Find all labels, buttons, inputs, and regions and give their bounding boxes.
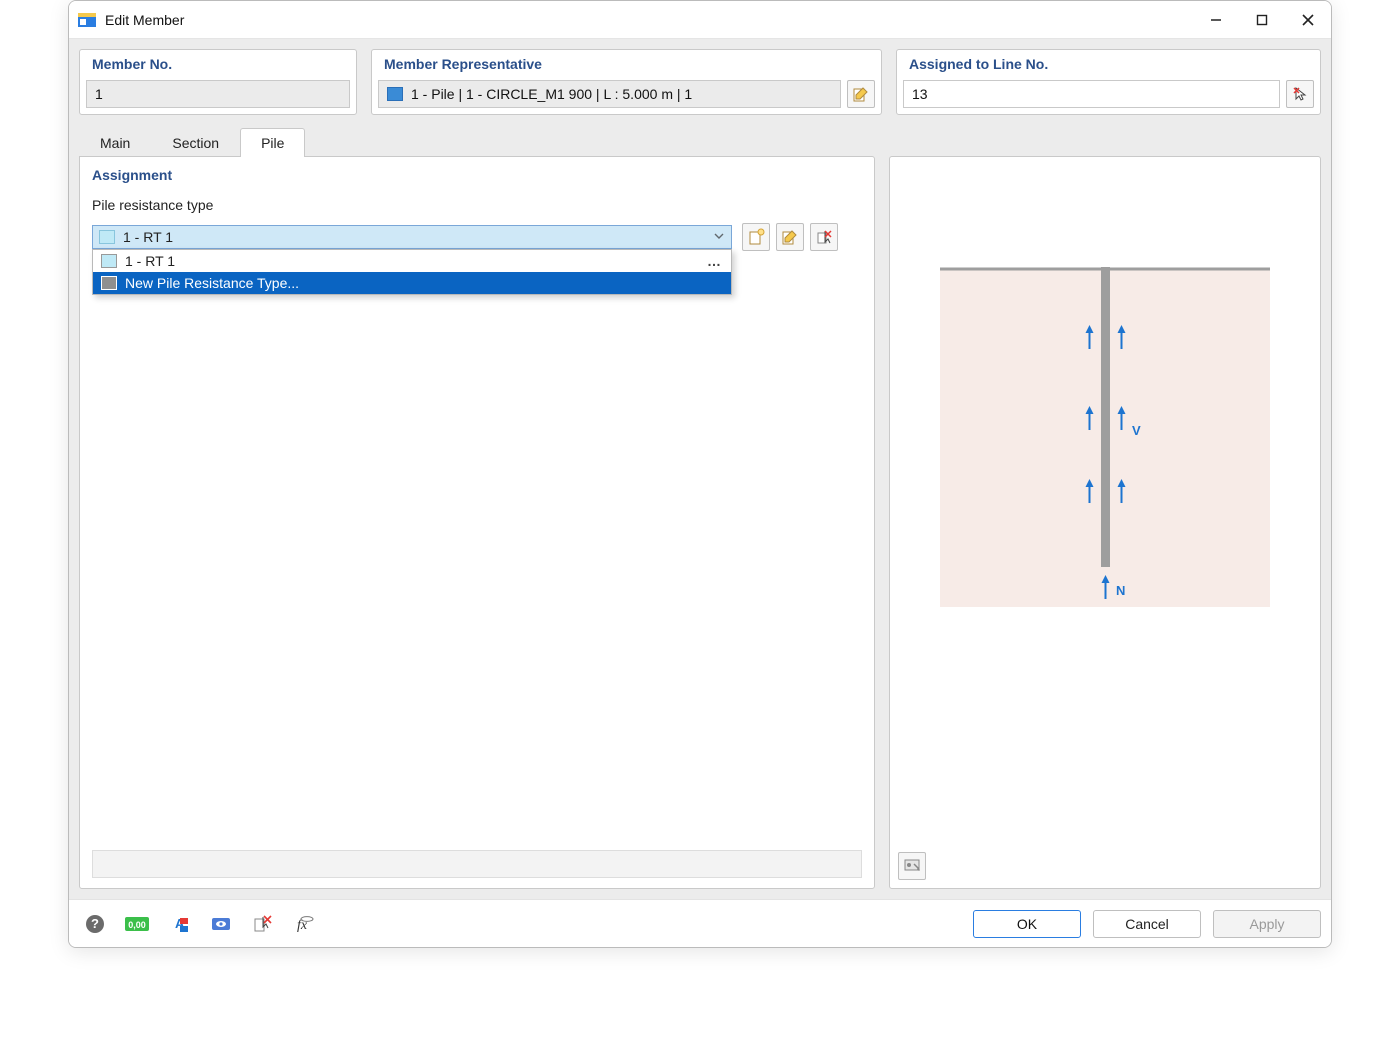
edit-representative-button[interactable]: [847, 80, 875, 108]
new-resistance-type-button[interactable]: [742, 223, 770, 251]
assignment-pane: Assignment Pile resistance type 1 - RT 1…: [79, 156, 875, 889]
pile-resistance-combo[interactable]: 1 - RT 1: [92, 225, 732, 249]
edit-resistance-type-button[interactable]: [776, 223, 804, 251]
delete-pick-icon: [815, 228, 833, 246]
cancel-label: Cancel: [1125, 916, 1169, 932]
tab-pile[interactable]: Pile: [240, 128, 305, 157]
minimize-button[interactable]: [1193, 1, 1239, 39]
pick-line-button[interactable]: [1286, 80, 1314, 108]
edit-icon: [781, 228, 799, 246]
cancel-button[interactable]: Cancel: [1093, 910, 1201, 938]
maximize-button[interactable]: [1239, 1, 1285, 39]
view-button[interactable]: [205, 910, 237, 938]
bottom-bar: ? 0,00 A fx OK Cancel Apply: [69, 899, 1331, 947]
formula-button[interactable]: fx: [289, 910, 321, 938]
panel-member-no: Member No. 1: [79, 49, 357, 115]
svg-text:N: N: [1116, 583, 1125, 598]
right-pane: VN: [889, 156, 1321, 889]
delete-resistance-type-button[interactable]: [810, 223, 838, 251]
close-button[interactable]: [1285, 1, 1331, 39]
app-icon: [77, 10, 97, 30]
remove-pick-button[interactable]: [247, 910, 279, 938]
pick-cursor-icon: [1291, 85, 1309, 103]
titlebar: Edit Member: [69, 1, 1331, 39]
svg-text:0,00: 0,00: [128, 920, 146, 930]
preview-settings-button[interactable]: [898, 852, 926, 880]
assignment-title: Assignment: [92, 165, 862, 189]
dropdown-item-label: 1 - RT 1: [125, 253, 175, 269]
rep-swatch-icon: [387, 87, 403, 101]
panel-line-title: Assigned to Line No.: [897, 50, 1320, 80]
member-no-value: 1: [95, 86, 103, 102]
edit-icon: [852, 85, 870, 103]
help-icon: ?: [84, 913, 106, 935]
pile-resistance-row: 1 - RT 1 1 - RT 1…New Pile Resistance Ty…: [92, 223, 862, 251]
comment-strip: [92, 850, 862, 878]
representative-field: 1 - Pile | 1 - CIRCLE_M1 900 | L : 5.000…: [378, 80, 841, 108]
edit-member-dialog: Edit Member Member No. 1: [68, 0, 1332, 948]
preview-settings-icon: [903, 857, 921, 875]
preview-box: VN: [889, 156, 1321, 889]
fx-icon: fx: [294, 914, 316, 934]
pile-diagram: VN: [940, 267, 1270, 607]
svg-text:?: ?: [91, 916, 99, 931]
tabs: MainSectionPile: [79, 127, 1321, 156]
panel-assigned-line: Assigned to Line No. 13: [896, 49, 1321, 115]
window-title: Edit Member: [105, 12, 1193, 28]
combo-swatch-icon: [99, 230, 115, 244]
panel-member-no-title: Member No.: [80, 50, 356, 80]
panel-rep-title: Member Representative: [372, 50, 881, 80]
member-no-field: 1: [86, 80, 350, 108]
text-format-icon: A: [168, 914, 190, 934]
pile-resistance-type-label: Pile resistance type: [92, 195, 862, 217]
pile-resistance-combo-wrap: 1 - RT 1 1 - RT 1…New Pile Resistance Ty…: [92, 225, 732, 249]
combo-actions: [742, 223, 838, 251]
left-pane-spacer: [92, 257, 862, 836]
bottom-left-toolbar: ? 0,00 A fx: [79, 910, 321, 938]
dropdown-item[interactable]: New Pile Resistance Type...: [93, 272, 731, 294]
representative-value: 1 - Pile | 1 - CIRCLE_M1 900 | L : 5.000…: [411, 86, 692, 102]
dropdown-item[interactable]: 1 - RT 1 …: [93, 250, 731, 272]
top-panels: Member No. 1 Member Representative 1 - P…: [79, 49, 1321, 115]
pile-resistance-dropdown: 1 - RT 1 … New Pile Resistance Type...: [92, 249, 732, 295]
units-icon: 0,00: [124, 914, 150, 934]
ok-button[interactable]: OK: [973, 910, 1081, 938]
ellipsis-icon: …: [707, 253, 723, 269]
dialog-buttons: OK Cancel Apply: [973, 910, 1321, 938]
eye-icon: [210, 914, 232, 934]
panel-member-representative: Member Representative 1 - Pile | 1 - CIR…: [371, 49, 882, 115]
new-icon: [747, 228, 765, 246]
ok-label: OK: [1017, 916, 1037, 932]
apply-label: Apply: [1249, 916, 1284, 932]
chevron-down-icon: [713, 229, 725, 245]
dropdown-item-label: New Pile Resistance Type...: [125, 275, 299, 291]
assigned-line-value: 13: [912, 86, 928, 102]
pile-resistance-selected: 1 - RT 1: [123, 229, 173, 245]
tabpage-pile: Assignment Pile resistance type 1 - RT 1…: [79, 156, 1321, 899]
preview-tools: [898, 852, 926, 880]
remove-pick-icon: [252, 914, 274, 934]
dialog-content: Member No. 1 Member Representative 1 - P…: [69, 39, 1331, 899]
swatch-icon: [101, 276, 117, 290]
apply-button: Apply: [1213, 910, 1321, 938]
tab-section[interactable]: Section: [151, 128, 240, 157]
help-button[interactable]: ?: [79, 910, 111, 938]
tab-main[interactable]: Main: [79, 128, 151, 157]
assigned-line-field[interactable]: 13: [903, 80, 1280, 108]
swatch-icon: [101, 254, 117, 268]
svg-text:V: V: [1132, 423, 1141, 438]
text-format-button[interactable]: A: [163, 910, 195, 938]
units-button[interactable]: 0,00: [121, 910, 153, 938]
window-controls: [1193, 1, 1331, 39]
pile-diagram-svg: VN: [940, 267, 1270, 607]
